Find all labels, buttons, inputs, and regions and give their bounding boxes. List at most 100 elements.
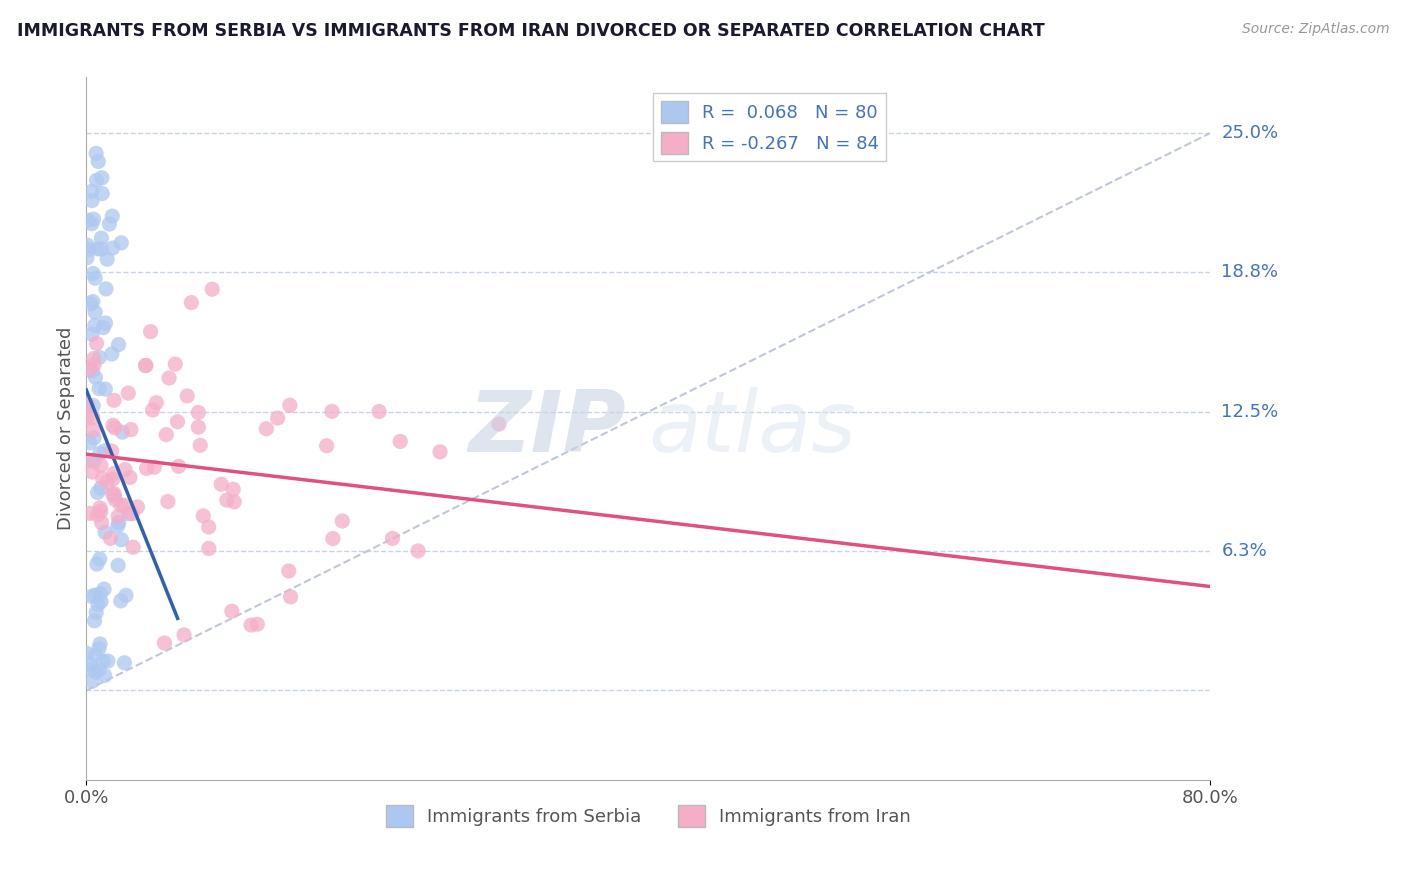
Point xyxy=(89,587,111,601)
Point xyxy=(91,654,114,668)
Point xyxy=(84,370,107,384)
Point xyxy=(330,514,353,528)
Point xyxy=(80,590,103,604)
Point xyxy=(110,498,132,512)
Point xyxy=(87,382,110,396)
Point xyxy=(280,590,302,604)
Point xyxy=(193,508,215,523)
Point xyxy=(167,459,190,474)
Point xyxy=(406,544,429,558)
Point xyxy=(82,465,104,479)
Point xyxy=(278,398,301,412)
Point xyxy=(101,472,124,486)
Point xyxy=(83,614,105,628)
Point xyxy=(80,297,103,311)
Point xyxy=(87,154,110,169)
Point xyxy=(83,351,105,366)
Point xyxy=(381,532,404,546)
Point xyxy=(83,454,105,468)
Point xyxy=(86,485,108,500)
Point xyxy=(80,217,103,231)
Point xyxy=(197,520,219,534)
Point xyxy=(209,477,232,491)
Point xyxy=(90,170,112,185)
Point xyxy=(80,185,103,199)
Point xyxy=(86,242,108,256)
Text: Source: ZipAtlas.com: Source: ZipAtlas.com xyxy=(1241,22,1389,37)
Point xyxy=(76,398,98,412)
Point xyxy=(90,481,112,495)
Point xyxy=(115,588,138,602)
Point xyxy=(173,628,195,642)
Point xyxy=(82,674,104,689)
Point xyxy=(188,438,211,452)
Point xyxy=(93,443,115,458)
Point xyxy=(91,320,114,334)
Point xyxy=(157,371,180,385)
Point xyxy=(145,396,167,410)
Point xyxy=(187,405,209,419)
Point xyxy=(111,425,134,440)
Point xyxy=(89,552,111,566)
Point xyxy=(321,404,343,418)
Point xyxy=(100,444,122,458)
Point xyxy=(135,359,157,373)
Point xyxy=(118,470,141,484)
Point xyxy=(83,212,105,227)
Point xyxy=(389,434,412,449)
Point xyxy=(90,458,112,473)
Point xyxy=(315,439,337,453)
Point xyxy=(240,618,263,632)
Point xyxy=(84,665,107,680)
Point xyxy=(107,519,129,533)
Point xyxy=(96,475,118,489)
Point xyxy=(90,242,112,256)
Point xyxy=(84,146,107,161)
Point xyxy=(87,641,110,656)
Point xyxy=(84,305,107,319)
Point xyxy=(89,351,111,365)
Point xyxy=(122,540,145,554)
Point xyxy=(488,417,510,431)
Point xyxy=(107,509,129,524)
Point xyxy=(112,498,135,512)
Point xyxy=(107,337,129,351)
Point xyxy=(153,636,176,650)
Point xyxy=(127,500,149,514)
Point xyxy=(139,325,162,339)
Point xyxy=(90,594,112,608)
Point xyxy=(277,564,299,578)
Point xyxy=(114,462,136,476)
Point xyxy=(103,467,125,481)
Point xyxy=(156,494,179,508)
Point xyxy=(143,460,166,475)
Point xyxy=(368,404,391,418)
Point xyxy=(87,663,110,677)
Text: 12.5%: 12.5% xyxy=(1222,403,1278,421)
Point xyxy=(97,654,120,668)
Point xyxy=(180,295,202,310)
Point xyxy=(86,508,108,522)
Point xyxy=(107,558,129,573)
Point xyxy=(94,382,117,396)
Point xyxy=(79,506,101,520)
Point xyxy=(86,336,108,351)
Point xyxy=(83,318,105,333)
Point xyxy=(101,418,124,433)
Point xyxy=(103,486,125,500)
Point xyxy=(429,445,451,459)
Point xyxy=(75,411,97,425)
Point xyxy=(101,487,124,501)
Point xyxy=(80,662,103,676)
Point xyxy=(79,657,101,672)
Point xyxy=(112,656,135,670)
Point xyxy=(93,582,115,596)
Point xyxy=(104,492,127,507)
Point xyxy=(94,316,117,330)
Text: 6.3%: 6.3% xyxy=(1222,542,1267,560)
Point xyxy=(80,194,103,208)
Point xyxy=(121,507,143,521)
Point xyxy=(104,421,127,435)
Point xyxy=(82,410,104,425)
Point xyxy=(94,525,117,540)
